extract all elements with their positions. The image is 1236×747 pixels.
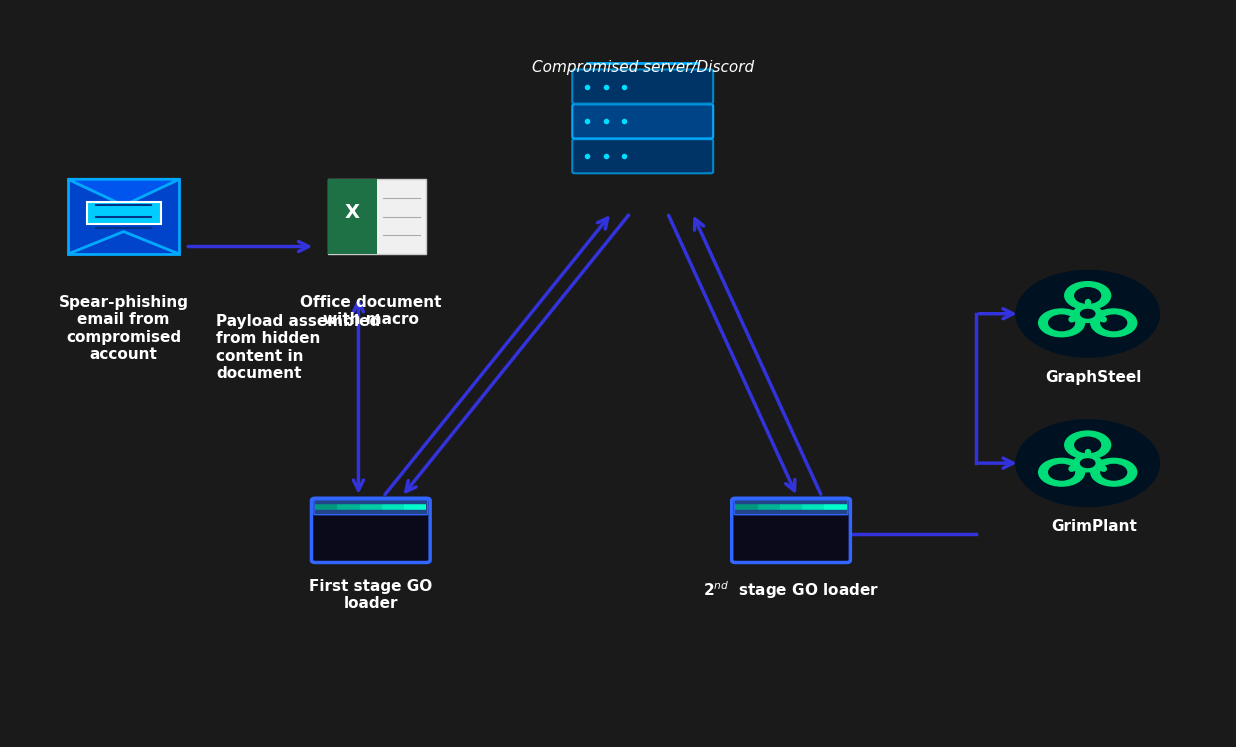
Circle shape [1075, 288, 1100, 303]
Text: GrimPlant: GrimPlant [1051, 519, 1137, 534]
Circle shape [1075, 437, 1100, 453]
Circle shape [1101, 465, 1127, 480]
Circle shape [1080, 459, 1095, 468]
Circle shape [1038, 309, 1084, 337]
Text: X: X [345, 203, 360, 223]
FancyBboxPatch shape [732, 498, 850, 562]
Text: First stage GO
loader: First stage GO loader [309, 579, 433, 611]
FancyBboxPatch shape [314, 500, 428, 515]
Circle shape [1016, 420, 1159, 506]
FancyBboxPatch shape [572, 139, 713, 173]
Circle shape [1048, 315, 1074, 331]
Circle shape [1077, 456, 1099, 470]
Text: GraphSteel: GraphSteel [1046, 370, 1142, 385]
Text: Office document
with macro: Office document with macro [300, 295, 441, 327]
Circle shape [1048, 465, 1074, 480]
Circle shape [1101, 315, 1127, 331]
Polygon shape [328, 179, 426, 254]
Text: Compromised server/Discord: Compromised server/Discord [531, 60, 754, 75]
FancyBboxPatch shape [311, 498, 430, 562]
Circle shape [1091, 309, 1137, 337]
Circle shape [1077, 307, 1099, 320]
Circle shape [1091, 459, 1137, 486]
FancyBboxPatch shape [734, 500, 848, 515]
Polygon shape [87, 202, 161, 224]
Circle shape [1064, 282, 1111, 309]
FancyBboxPatch shape [572, 69, 713, 104]
Circle shape [1064, 431, 1111, 459]
Text: 2$^{nd}$  stage GO loader: 2$^{nd}$ stage GO loader [703, 579, 879, 601]
Circle shape [1073, 454, 1103, 472]
Circle shape [1016, 270, 1159, 357]
Circle shape [1080, 309, 1095, 318]
Text: Spear-phishing
email from
compromised
account: Spear-phishing email from compromised ac… [58, 295, 189, 362]
Polygon shape [68, 179, 179, 254]
Circle shape [1038, 459, 1084, 486]
Circle shape [1073, 305, 1103, 323]
FancyBboxPatch shape [572, 105, 713, 138]
Polygon shape [328, 179, 377, 254]
Polygon shape [68, 179, 179, 205]
Text: Payload assembled
from hidden
content in
document: Payload assembled from hidden content in… [216, 314, 381, 381]
